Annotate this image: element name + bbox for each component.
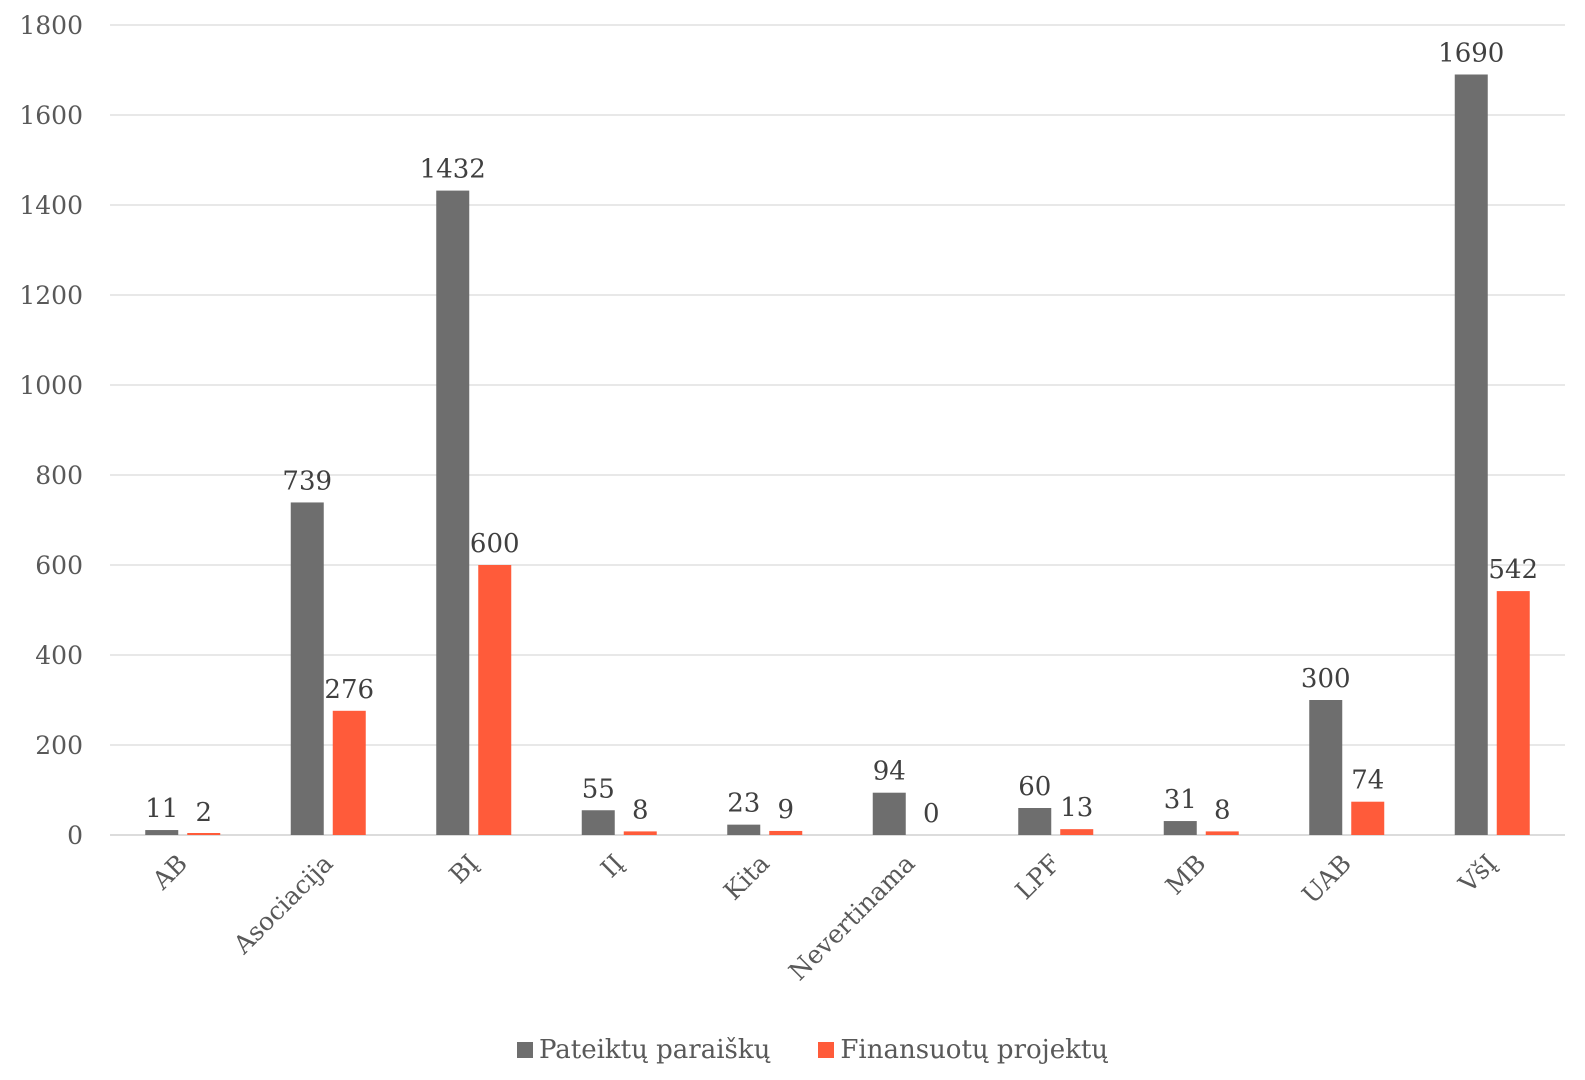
legend-label-submitted: Pateiktų paraiškų [538,1035,771,1065]
legend-swatch-funded [818,1042,835,1058]
bar-submitted [581,810,615,835]
data-label-submitted: 94 [873,757,906,787]
y-tick-label: 1800 [19,11,83,40]
bar-funded [623,831,657,835]
y-tick-label: 600 [35,551,83,580]
x-category-label: VšĮ [1452,849,1502,899]
bar-submitted [290,502,324,835]
data-label-funded: 13 [1060,793,1093,823]
bar-funded [1205,831,1239,835]
x-category-label: UAB [1296,849,1357,910]
y-tick-label: 1400 [19,191,83,220]
y-tick-label: 0 [67,821,83,850]
x-category-label: Nevertinama [783,849,920,986]
data-labels: 11 2 739 276 1432 600 55 8 23 9 94 0 60 13 31 8 300 74 169… [145,39,1538,830]
legend: Pateiktų paraiškų Finansuotų projektų [0,1032,1585,1068]
bar-submitted [727,824,761,835]
y-tick-label: 1200 [19,281,83,310]
data-label-submitted: 1432 [420,155,486,185]
bar-funded [187,833,221,835]
y-tick-label: 1600 [19,101,83,130]
x-axis-categories: AB Asociacija BĮ IĮ Kita Nevertinama LPF MB UAB V… [146,849,1502,986]
data-label-submitted: 1690 [1438,39,1504,69]
bar-submitted [872,792,906,835]
data-label-submitted: 31 [1164,785,1197,815]
data-label-submitted: 739 [282,466,332,496]
bar-funded [1351,801,1385,835]
data-label-submitted: 11 [145,794,178,824]
y-tick-label: 800 [35,461,83,490]
data-label-submitted: 55 [582,774,615,804]
x-category-label: Asociacija [227,849,338,960]
x-category-label: Kita [718,849,775,906]
x-category-label: MB [1160,849,1212,901]
x-category-label: BĮ [444,849,484,889]
bar-funded [1060,829,1094,835]
legend-swatch-submitted [516,1042,533,1058]
bar-submitted [436,190,470,836]
bar-funded [478,565,512,835]
data-label-submitted: 60 [1018,772,1051,802]
data-label-funded: 9 [777,795,794,825]
data-label-funded: 8 [632,795,649,825]
data-label-funded: 2 [195,798,212,828]
y-tick-label: 1000 [19,371,83,400]
legend-label-funded: Finansuotų projektų [840,1035,1109,1065]
x-category-label: IĮ [595,849,629,883]
x-category-label: LPF [1010,849,1066,905]
bar-submitted [1018,808,1052,835]
x-category-label: AB [146,849,193,896]
data-label-submitted: 23 [727,789,760,819]
data-label-funded: 8 [1214,795,1231,825]
legend-item-funded: Finansuotų projektų [818,1032,1108,1068]
bars [145,74,1530,836]
bar-submitted [145,830,179,835]
bar-submitted [1454,74,1488,835]
bar-funded [332,710,366,835]
gridlines [110,24,1565,836]
data-label-funded: 0 [923,799,940,829]
data-label-funded: 600 [470,529,520,559]
data-label-funded: 74 [1351,766,1384,796]
y-tick-label: 400 [35,641,83,670]
bar-funded [1496,591,1530,835]
data-label-funded: 542 [1488,555,1538,585]
bar-submitted [1163,821,1197,835]
data-label-funded: 276 [324,675,374,705]
bar-submitted [1309,700,1343,835]
data-label-submitted: 300 [1301,664,1351,694]
bar-funded [769,830,803,835]
y-axis-ticks: 0 200 400 600 800 1000 1200 1400 1600 1800 [19,11,83,850]
legend-item-submitted: Pateiktų paraiškų [516,1032,771,1068]
y-tick-label: 200 [35,731,83,760]
